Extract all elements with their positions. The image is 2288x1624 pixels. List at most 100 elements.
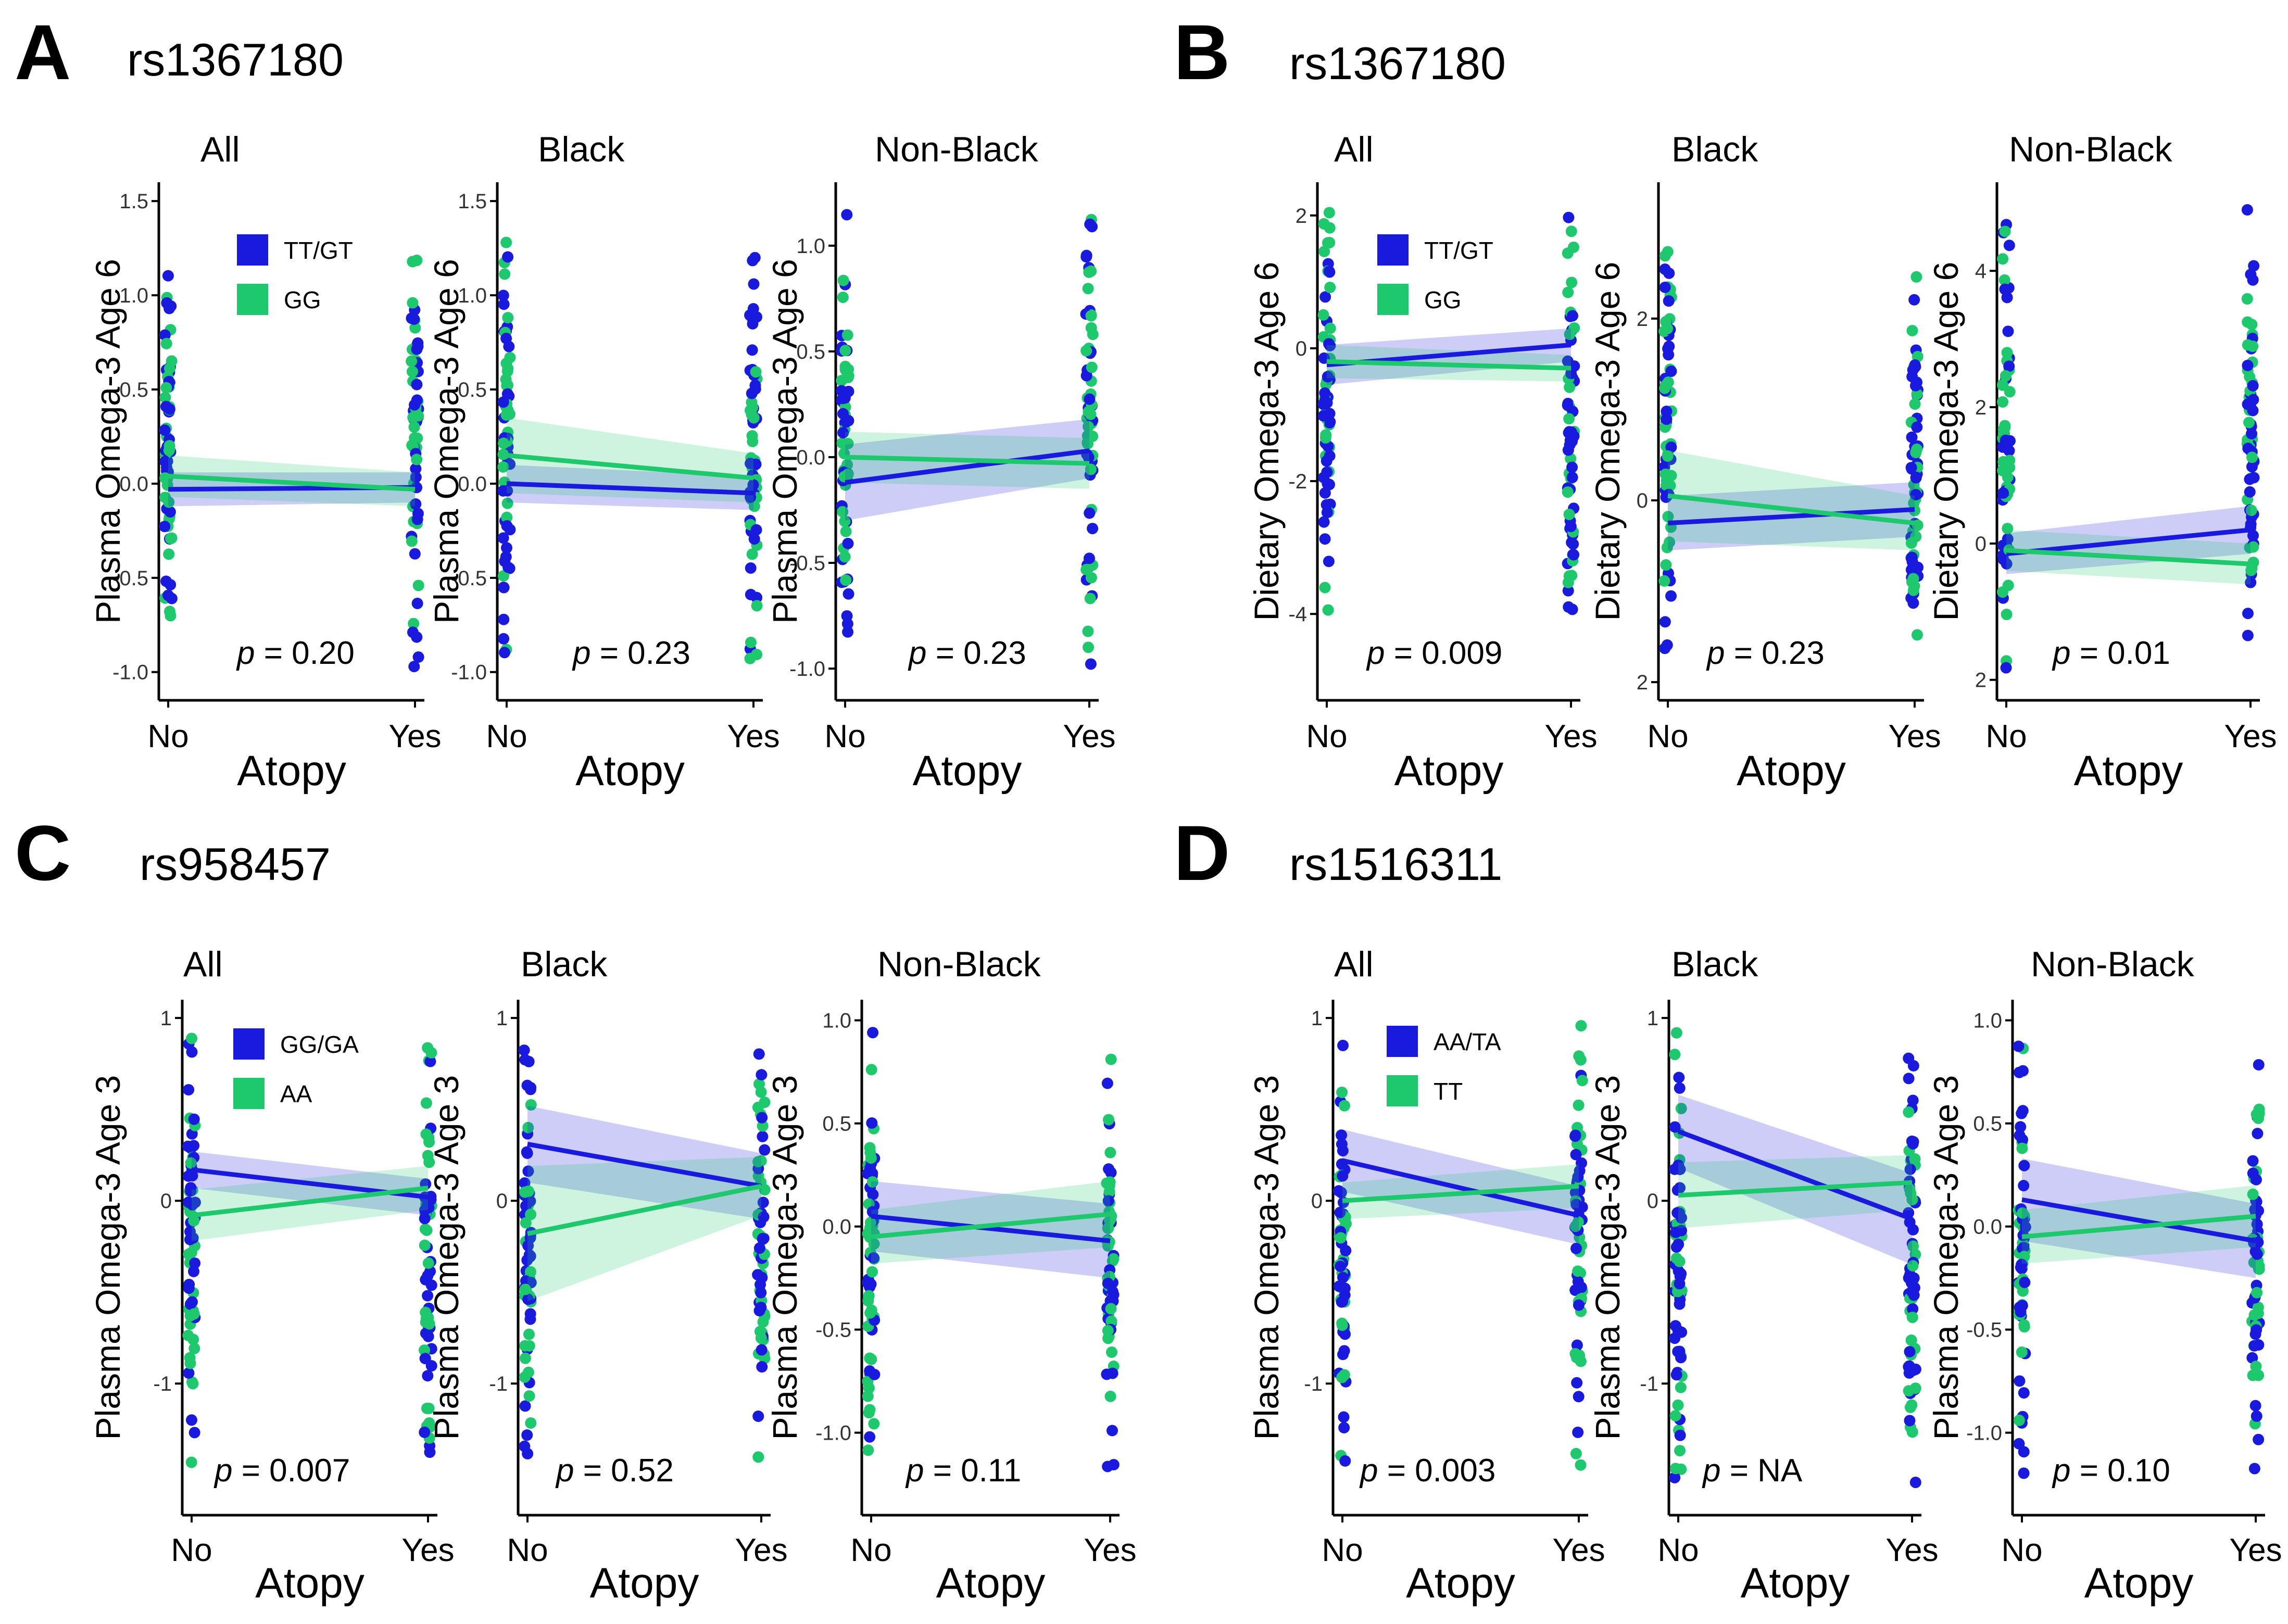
data-point xyxy=(419,1426,431,1438)
data-point xyxy=(754,1326,766,1338)
data-point xyxy=(1999,283,2011,295)
data-point xyxy=(1911,388,1923,400)
x-tick-label: No xyxy=(1647,719,1688,754)
trend-line-carrier xyxy=(845,448,1090,485)
data-point xyxy=(866,1176,878,1188)
data-point xyxy=(1903,1073,1915,1085)
y-tick-label: -1.0 xyxy=(112,661,148,684)
legend-swatch-d-noncarrier xyxy=(1387,1075,1418,1106)
data-point xyxy=(184,1357,196,1369)
data-point xyxy=(1905,1335,1917,1346)
data-point xyxy=(2000,662,2012,674)
data-point xyxy=(1659,263,1671,275)
panel-letter-a: A xyxy=(15,8,71,96)
legend-label-d-carrier: AA/TA xyxy=(1434,1028,1501,1055)
data-point xyxy=(1904,1415,1916,1427)
data-point xyxy=(406,312,418,324)
data-point xyxy=(839,345,851,357)
data-point xyxy=(751,649,763,661)
data-point xyxy=(1907,364,1919,376)
data-point xyxy=(419,1353,431,1365)
data-point xyxy=(408,661,420,673)
data-point xyxy=(1338,1100,1350,1112)
data-point xyxy=(1572,1276,1584,1288)
data-point xyxy=(410,498,422,510)
data-point xyxy=(1105,1167,1117,1179)
p-value: p = 0.11 xyxy=(905,1453,1021,1489)
trend-line-carrier xyxy=(1667,507,1915,526)
data-point xyxy=(519,1400,531,1412)
facet-a-1: All -1.0 -0.5 0.0 0.5 1.0 1.5 No Yes Plasma Omega… xyxy=(89,130,442,795)
data-point xyxy=(747,479,759,491)
facet-title: All xyxy=(1334,130,1374,169)
data-point xyxy=(752,1156,764,1168)
data-point xyxy=(186,1033,198,1044)
data-point xyxy=(1665,441,1677,453)
data-point xyxy=(1083,266,1095,278)
data-point xyxy=(755,1086,767,1098)
data-point xyxy=(186,1199,198,1211)
data-point xyxy=(1907,1240,1919,1252)
data-point xyxy=(749,383,761,395)
data-point xyxy=(2242,339,2254,351)
data-point xyxy=(2015,1121,2027,1133)
data-point xyxy=(1339,1455,1351,1467)
data-point xyxy=(497,485,509,497)
data-point xyxy=(1336,1138,1348,1150)
legend-swatch-a-noncarrier xyxy=(237,284,268,315)
data-point xyxy=(406,535,418,547)
legend-d: AA/TA TT xyxy=(1387,1026,1501,1106)
data-point xyxy=(2248,260,2260,272)
data-point xyxy=(750,366,762,378)
y-tick-label: 2 xyxy=(1637,308,1648,331)
snp-title-d: rs1516311 xyxy=(1289,838,1502,890)
data-point xyxy=(2251,1287,2263,1299)
data-point xyxy=(187,1378,199,1390)
data-point xyxy=(497,532,509,544)
data-point xyxy=(166,355,178,367)
data-point xyxy=(2251,1410,2262,1422)
y-tick-label: 0.0 xyxy=(796,446,825,469)
data-point xyxy=(865,1064,877,1076)
data-point xyxy=(1906,1194,1918,1206)
data-point xyxy=(1569,1284,1581,1296)
data-point xyxy=(501,380,513,392)
data-point xyxy=(188,1215,200,1227)
data-point xyxy=(1907,1224,1919,1236)
data-point xyxy=(410,471,422,483)
p-symbol: p xyxy=(572,635,590,671)
data-point xyxy=(1575,1020,1587,1032)
data-point xyxy=(1912,519,1924,531)
data-point xyxy=(2242,608,2254,620)
x-axis-label: Atopy xyxy=(1737,747,1846,795)
trend-line-carrier xyxy=(2006,527,2251,556)
data-point xyxy=(1906,325,1918,337)
ci-band-noncarrier xyxy=(507,418,753,503)
data-point xyxy=(2017,1065,2029,1077)
data-point xyxy=(1324,408,1336,420)
data-point xyxy=(1323,207,1335,219)
data-point xyxy=(1103,1114,1115,1126)
data-point xyxy=(1997,456,2009,468)
data-point xyxy=(1318,218,1330,230)
trend-line-noncarrier xyxy=(1667,493,1915,526)
x-tick-label: No xyxy=(147,719,188,754)
data-point xyxy=(752,1451,764,1463)
data-point xyxy=(2251,1248,2263,1260)
data-point xyxy=(411,379,423,391)
x-axis-label: Atopy xyxy=(1741,1559,1850,1607)
y-tick-label: 0 xyxy=(1647,1190,1658,1213)
data-point xyxy=(497,570,509,582)
y-tick-label: 0.5 xyxy=(1973,1113,2002,1136)
y-tick-label: 1.5 xyxy=(458,190,487,213)
y-tick-label: 1 xyxy=(1311,1007,1323,1030)
data-point xyxy=(1567,310,1579,322)
data-point xyxy=(1565,426,1577,438)
data-point xyxy=(500,236,512,248)
trend-line-carrier xyxy=(1341,1158,1580,1218)
x-axis-label: Atopy xyxy=(2074,747,2183,795)
data-point xyxy=(1563,413,1575,425)
data-point xyxy=(525,1417,537,1429)
data-point xyxy=(1563,601,1575,613)
data-point xyxy=(2249,1328,2261,1340)
